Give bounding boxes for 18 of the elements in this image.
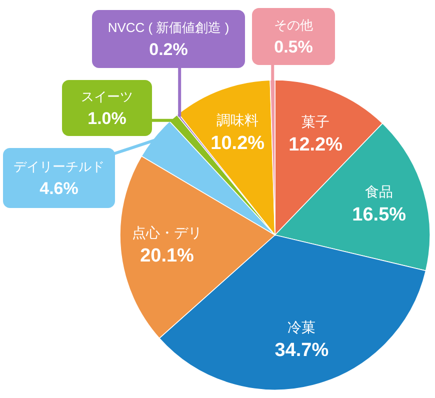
data-label: 0.5%: [274, 38, 313, 56]
slice-label: 調味料: [216, 112, 259, 128]
slice-label: スイーツ: [81, 89, 133, 104]
slice-label: 冷菓: [288, 319, 316, 336]
slice-label: 食品: [365, 183, 394, 200]
data-label: 20.1%: [140, 246, 194, 267]
data-label: 12.2%: [288, 134, 343, 156]
data-label: 4.6%: [40, 179, 78, 198]
data-label: 0.2%: [149, 40, 188, 59]
data-label: 34.7%: [274, 340, 329, 362]
slice-label: デイリーチルド: [14, 159, 104, 174]
slice-label: 菓子: [302, 113, 330, 130]
slice-label: NVCC ( 新価値創造 ): [108, 20, 230, 35]
slice-label: その他: [274, 18, 313, 32]
data-label: 16.5%: [352, 204, 406, 226]
data-label: 10.2%: [210, 133, 265, 154]
slice-label: 点心・デリ: [132, 224, 202, 241]
data-label: 1.0%: [88, 109, 126, 128]
